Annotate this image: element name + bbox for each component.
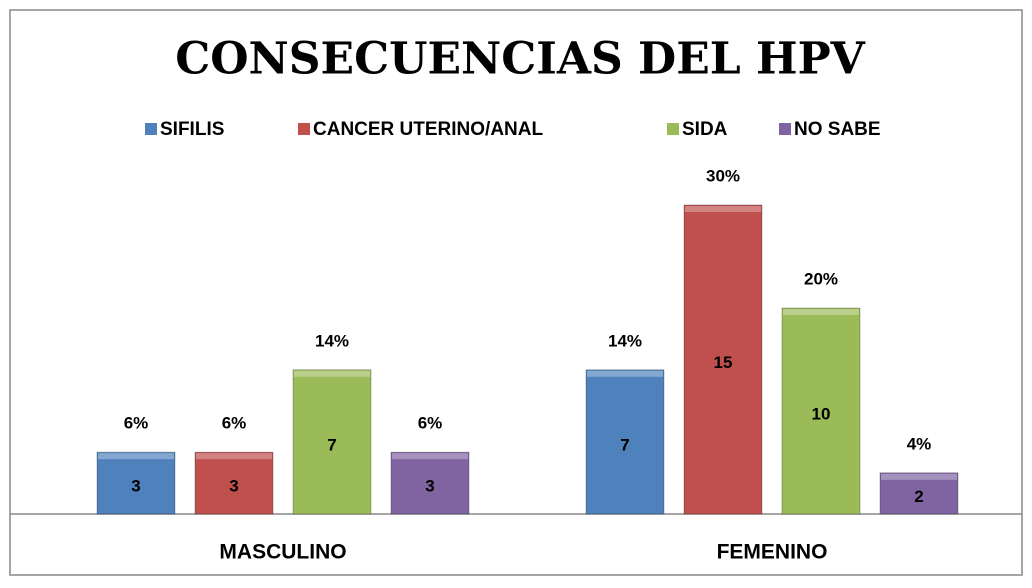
count-label: 2	[914, 487, 923, 506]
bar	[781, 307, 861, 515]
x-tick-label: FEMENINO	[717, 541, 828, 564]
count-label: 7	[620, 435, 629, 454]
count-label: 7	[327, 435, 336, 454]
bar	[390, 451, 470, 515]
bar-bevel	[881, 473, 957, 480]
legend-label: NO SABE	[794, 119, 881, 140]
count-label: 15	[714, 353, 733, 372]
legend-swatch	[779, 123, 791, 135]
bar-bevel	[392, 453, 468, 460]
chart-title: CONSECUENCIAS DEL HPV	[175, 34, 865, 85]
legend-label: SIFILIS	[160, 119, 224, 140]
percent-label: 14%	[315, 331, 349, 350]
legend-swatch	[667, 123, 679, 135]
percent-label: 4%	[907, 434, 932, 453]
legend-label: SIDA	[682, 119, 728, 140]
bar-bevel	[587, 370, 663, 377]
bar	[292, 369, 372, 515]
count-label: 3	[131, 477, 140, 496]
percent-label: 30%	[706, 166, 740, 185]
legend-label: CANCER UTERINO/ANAL	[313, 119, 544, 140]
bar-bevel	[196, 453, 272, 460]
count-label: 3	[229, 477, 238, 496]
bar	[194, 451, 274, 515]
legend-swatch	[145, 123, 157, 135]
percent-label: 20%	[804, 269, 838, 288]
legend-swatch	[298, 123, 310, 135]
bar	[96, 451, 176, 515]
bar-bevel	[294, 370, 370, 377]
bar	[683, 204, 763, 515]
percent-label: 6%	[222, 414, 247, 433]
bar	[585, 369, 665, 515]
bar-bevel	[98, 453, 174, 460]
bar	[879, 472, 959, 515]
count-label: 3	[425, 477, 434, 496]
count-label: 10	[812, 404, 831, 423]
percent-label: 6%	[124, 414, 149, 433]
bar-bevel	[783, 309, 859, 315]
x-tick-label: MASCULINO	[219, 541, 346, 564]
percent-label: 14%	[608, 331, 642, 350]
percent-label: 6%	[418, 414, 443, 433]
bar-bevel	[685, 206, 761, 212]
